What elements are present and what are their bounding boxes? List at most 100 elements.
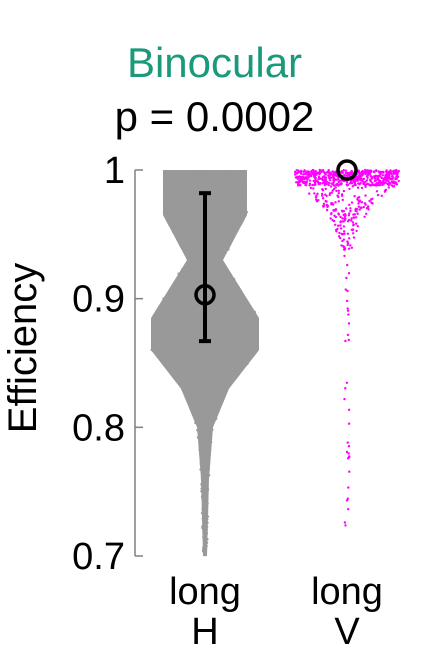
data-point (192, 313, 196, 316)
data-point (217, 370, 220, 374)
data-point (191, 198, 194, 201)
data-point (370, 198, 373, 201)
data-point (343, 521, 347, 524)
y-axis (134, 169, 143, 557)
data-point (184, 251, 187, 254)
data-point (295, 181, 298, 184)
data-point (218, 395, 222, 398)
data-point (202, 476, 206, 479)
data-point (297, 184, 300, 187)
data-point (208, 408, 211, 411)
data-point (318, 168, 321, 172)
data-point (184, 201, 187, 205)
data-point (319, 177, 322, 180)
data-point (218, 282, 221, 285)
data-point (340, 193, 344, 196)
data-point (208, 448, 211, 451)
data-point (352, 216, 355, 219)
data-point (209, 440, 212, 443)
data-point (347, 313, 350, 316)
data-point (205, 537, 208, 540)
data-point (347, 508, 350, 511)
data-point (350, 217, 353, 220)
data-point (169, 353, 173, 356)
data-point (343, 232, 346, 235)
data-point (205, 466, 208, 469)
data-point (236, 354, 239, 358)
data-point (188, 203, 191, 206)
data-point (341, 220, 344, 223)
data-point (342, 245, 346, 249)
data-point (324, 176, 328, 179)
data-point (241, 347, 244, 350)
data-point (371, 181, 374, 184)
data-point (176, 228, 180, 232)
data-point (242, 173, 246, 176)
data-point (323, 178, 327, 181)
data-point (197, 427, 201, 431)
data-point (203, 377, 207, 380)
data-point (174, 344, 177, 347)
data-point (201, 508, 204, 512)
data-point (229, 293, 233, 296)
data-point (297, 170, 300, 173)
data-point (184, 238, 188, 241)
data-point (389, 182, 392, 185)
data-point (395, 175, 398, 178)
data-point (193, 213, 196, 216)
data-point (177, 272, 180, 275)
data-point (387, 180, 390, 183)
data-point (332, 219, 336, 223)
data-point (384, 181, 387, 184)
data-point (332, 187, 336, 191)
data-point (234, 200, 238, 203)
data-point (152, 323, 155, 327)
data-point (349, 209, 352, 213)
data-point (325, 171, 329, 174)
data-point (343, 254, 346, 258)
data-point (357, 182, 360, 185)
data-point (200, 496, 204, 499)
data-point (218, 262, 222, 265)
data-point (206, 515, 210, 518)
data-point (240, 194, 243, 198)
data-point (355, 222, 358, 225)
data-point (325, 194, 328, 198)
data-point (342, 210, 345, 213)
y-axis-label: Efficiency (1, 263, 45, 433)
data-point (201, 519, 205, 522)
data-point (233, 298, 237, 301)
data-point (162, 348, 166, 351)
data-point (317, 171, 320, 174)
data-point (321, 197, 325, 200)
data-point (162, 197, 166, 201)
data-point (166, 197, 169, 201)
y-tick-label: 1 (104, 150, 125, 192)
data-point (369, 170, 372, 173)
data-point (246, 313, 249, 316)
data-point (347, 322, 351, 325)
data-point (195, 171, 199, 174)
data-point (182, 303, 185, 306)
data-point (184, 213, 187, 216)
data-point (335, 228, 338, 232)
data-point (177, 284, 180, 287)
data-point (338, 231, 341, 235)
data-point (201, 548, 205, 552)
data-point (220, 396, 223, 400)
data-point (189, 330, 193, 333)
data-point (203, 536, 206, 539)
data-point (346, 441, 349, 444)
data-point (298, 176, 301, 179)
data-point (164, 178, 167, 181)
violins-layer (150, 168, 400, 557)
data-point (392, 180, 395, 183)
data-point (217, 292, 220, 295)
data-point (348, 470, 351, 473)
data-point (214, 185, 217, 188)
data-point (188, 197, 191, 201)
data-point (237, 310, 241, 313)
data-point (317, 175, 321, 179)
data-point (348, 182, 352, 185)
